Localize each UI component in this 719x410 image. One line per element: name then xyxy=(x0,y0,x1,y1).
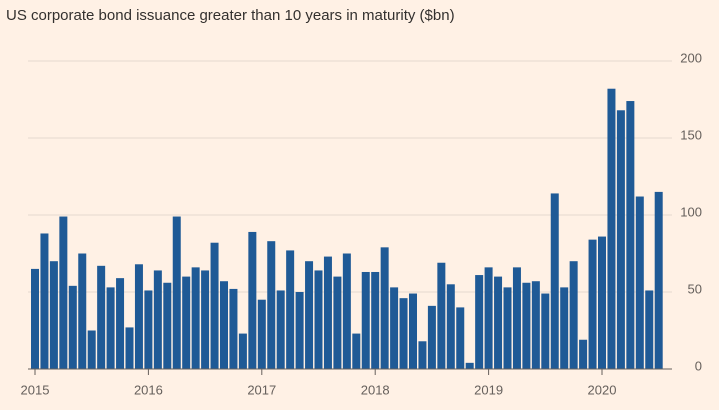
bar xyxy=(503,287,512,369)
chart-title: US corporate bond issuance greater than … xyxy=(6,7,455,24)
bar xyxy=(305,261,314,369)
y-tick-label: 0 xyxy=(695,358,702,373)
bar xyxy=(248,231,257,369)
bar xyxy=(569,261,578,369)
x-tick-label: 2017 xyxy=(247,382,276,397)
bar xyxy=(409,293,417,369)
bar xyxy=(399,298,408,369)
bar xyxy=(229,288,238,369)
bar xyxy=(238,333,247,369)
bar xyxy=(153,270,162,369)
bar xyxy=(645,290,654,369)
bar xyxy=(134,264,143,369)
bar xyxy=(541,293,550,369)
y-tick-label: 100 xyxy=(680,204,702,219)
bar xyxy=(418,341,427,369)
bar xyxy=(87,330,96,369)
bar xyxy=(465,362,474,369)
bar xyxy=(607,88,616,369)
bar xyxy=(626,101,635,369)
bar xyxy=(49,261,58,369)
bar xyxy=(295,292,304,369)
bar xyxy=(456,307,465,369)
bar xyxy=(635,196,644,369)
x-tick-label: 2020 xyxy=(588,382,617,397)
x-tick-label: 2019 xyxy=(474,382,503,397)
bar xyxy=(579,339,588,369)
x-tick-label: 2016 xyxy=(134,382,163,397)
bar xyxy=(333,276,342,369)
bar xyxy=(125,327,134,369)
bar xyxy=(427,305,436,369)
bar xyxy=(210,242,219,369)
bar xyxy=(494,276,503,369)
y-tick-label: 200 xyxy=(680,50,702,65)
bar xyxy=(314,270,323,369)
bar xyxy=(97,265,106,369)
bar xyxy=(371,271,380,369)
bar xyxy=(522,282,531,369)
bar xyxy=(31,268,39,369)
bar xyxy=(475,275,484,369)
bar xyxy=(68,285,77,369)
bar xyxy=(437,262,446,369)
bar xyxy=(116,278,125,369)
bar xyxy=(380,247,389,369)
bar xyxy=(172,216,181,369)
bar xyxy=(163,282,172,369)
bar xyxy=(550,193,559,369)
bar xyxy=(59,216,68,369)
bar xyxy=(191,267,200,369)
bar xyxy=(286,250,295,369)
bar xyxy=(390,287,399,369)
bar xyxy=(352,333,361,369)
x-tick-label: 2018 xyxy=(361,382,390,397)
bar xyxy=(220,281,228,369)
y-tick-label: 150 xyxy=(680,127,702,142)
bar xyxy=(560,287,569,369)
bar xyxy=(598,236,606,369)
bar xyxy=(182,276,191,369)
bar xyxy=(484,267,493,369)
bar xyxy=(276,290,285,369)
bar xyxy=(144,290,153,369)
bar xyxy=(267,241,276,369)
bar xyxy=(616,110,625,369)
bar xyxy=(531,281,540,369)
bar xyxy=(342,253,351,369)
bar xyxy=(361,271,370,369)
bar xyxy=(654,191,663,369)
bar xyxy=(588,239,597,369)
x-tick-label: 2015 xyxy=(21,382,50,397)
bar xyxy=(78,253,87,369)
y-tick-label: 50 xyxy=(688,281,702,296)
bar xyxy=(40,233,49,369)
bar xyxy=(446,284,455,369)
bar xyxy=(323,256,332,369)
bar xyxy=(512,267,521,369)
bar xyxy=(201,270,210,369)
bar xyxy=(257,299,266,369)
bar xyxy=(106,287,115,369)
